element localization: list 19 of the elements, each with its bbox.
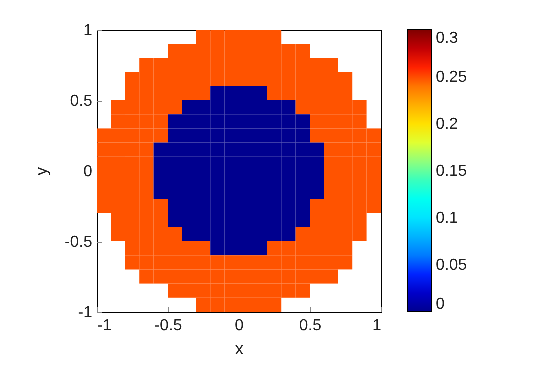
color-bar-label: 0.05 (436, 257, 468, 274)
y-tick-label: -1 (78, 304, 93, 322)
color-bar-label: 0.1 (436, 210, 458, 227)
y-tick-label: 0.5 (70, 93, 93, 110)
y-tick-label: -0.5 (64, 234, 93, 251)
x-axis-title: x (235, 340, 244, 358)
y-axis-title: y (32, 166, 51, 176)
color-bar-label: 0.3 (436, 30, 458, 47)
y-tick-label: 1 (84, 22, 93, 40)
color-bar-label: 0.25 (436, 69, 468, 86)
y-tick-label: 0 (84, 164, 93, 180)
x-tick-label: 0.5 (299, 318, 322, 334)
x-tick-label: -1 (98, 318, 112, 334)
color-bar-label: 0.2 (436, 116, 458, 133)
x-tick-label: -0.5 (154, 318, 182, 334)
x-tick-label: 1 (372, 318, 382, 334)
x-tick-label: 0 (235, 318, 244, 334)
color-bar-label: 0 (436, 296, 445, 313)
color-bar-label: 0.15 (436, 163, 468, 180)
